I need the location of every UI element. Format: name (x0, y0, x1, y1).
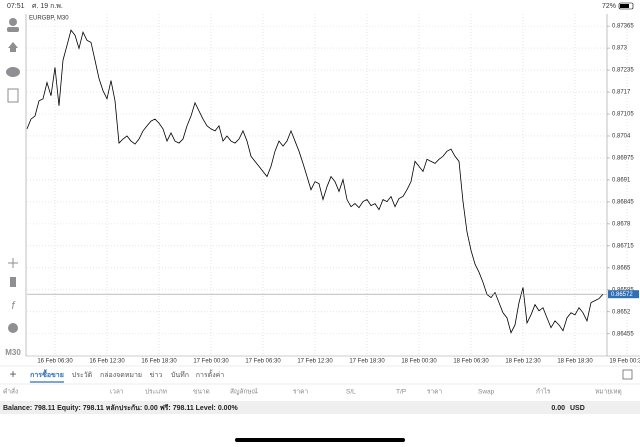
status-time: 07:51 (7, 3, 25, 10)
tab[interactable]: การตั้งค่า (196, 368, 225, 379)
y-tick-label: 0.873 (612, 46, 628, 52)
y-tick-label: 0.86845 (612, 199, 634, 205)
x-tick-label: 19 Feb 00:30 (609, 359, 640, 365)
trade-icon[interactable] (8, 42, 18, 52)
expand-icon[interactable] (622, 369, 633, 380)
tab[interactable]: บันทึก (171, 370, 189, 379)
y-tick-label: 0.8717 (612, 90, 631, 96)
y-tick-label: 0.8704 (612, 134, 631, 140)
y-tick-label: 0.87365 (612, 24, 634, 30)
y-tick-label: 0.86975 (612, 156, 634, 162)
left-toolbar: f M30 (5, 18, 21, 357)
current-price-box (608, 290, 639, 299)
column-header: ขนาด (193, 389, 210, 396)
column-header: ประเภท (145, 389, 167, 396)
objects-icon[interactable] (8, 323, 18, 333)
y-tick-label: 0.87105 (612, 112, 634, 118)
y-tick-label: 0.8652 (612, 309, 631, 315)
chat-icon[interactable] (6, 67, 20, 77)
battery-level (620, 4, 629, 8)
column-header: S/L (346, 389, 356, 396)
current-price-label: 0.86572 (611, 292, 633, 298)
column-header: กำไร (536, 388, 551, 396)
tab[interactable]: การซื้อขาย (30, 368, 64, 379)
x-tick-label: 17 Feb 00:30 (193, 359, 229, 365)
tabs: การซื้อขาย ประวัติ กล่องจดหมาย ข่าว บันทึก กา… (30, 368, 225, 383)
x-tick-label: 18 Feb 00:30 (401, 359, 437, 365)
tab[interactable]: กล่องจดหมาย (100, 372, 142, 379)
summary-text: Balance: 798.11 Equity: 798.11 หลักประกั… (3, 404, 238, 412)
summary-profit: 0.00 (551, 405, 565, 412)
timeframe-button[interactable]: M30 (5, 348, 21, 357)
column-header: ราคา (427, 389, 442, 396)
y-tick-label: 0.8665 (612, 265, 631, 271)
column-header: คำสั่ง (3, 387, 18, 396)
table-header: คำสั่ง เวลา ประเภท ขนาด สัญลักษณ์ ราคา S/L T/P ร… (3, 387, 622, 396)
column-header: Swap (478, 389, 495, 396)
status-date: ศ. 19 ก.พ. (32, 3, 63, 10)
x-tick-label: 17 Feb 06:30 (245, 359, 281, 365)
add-button[interactable]: + (9, 367, 16, 381)
column-header: ราคา (293, 389, 308, 396)
y-tick-label: 0.87235 (612, 68, 634, 74)
x-tick-label: 16 Feb 12:30 (89, 359, 125, 365)
tab[interactable]: ประวัติ (72, 371, 93, 379)
column-header: หมายเหตุ (595, 389, 622, 396)
column-header: สัญลักษณ์ (230, 388, 258, 396)
status-battery: 72% (602, 3, 616, 10)
new-icon[interactable] (7, 88, 19, 103)
indicator-icon[interactable]: f (11, 300, 15, 312)
y-tick-label: 0.86455 (612, 331, 634, 337)
battery-icon (618, 2, 634, 10)
crosshair-icon[interactable] (8, 258, 18, 268)
x-tick-label: 18 Feb 12:30 (505, 359, 541, 365)
y-tick-label: 0.8691 (612, 178, 631, 184)
summary-currency: USD (570, 405, 585, 412)
account-icon-body (7, 27, 19, 32)
column-header: T/P (396, 389, 406, 396)
home-indicator (235, 438, 405, 442)
x-tick-label: 17 Feb 18:30 (349, 359, 385, 365)
column-header: เวลา (110, 389, 124, 396)
plot: 0.864550.86520.865850.86650.867150.86780… (26, 14, 640, 365)
x-tick-label: 18 Feb 18:30 (557, 359, 593, 365)
y-tick-label: 0.86715 (612, 243, 634, 249)
chart-title: EURGBP, M30 (29, 16, 69, 22)
account-icon[interactable] (9, 18, 17, 26)
summary-bar (0, 401, 640, 414)
price-line (26, 29, 604, 334)
x-tick-label: 16 Feb 18:30 (141, 359, 177, 365)
y-tick-label: 0.8678 (612, 221, 631, 227)
candles-icon[interactable] (10, 277, 16, 287)
x-tick-label: 17 Feb 12:30 (297, 359, 333, 365)
x-tick-label: 18 Feb 06:30 (453, 359, 489, 365)
tab[interactable]: ข่าว (150, 372, 163, 379)
x-tick-label: 16 Feb 06:30 (37, 359, 73, 365)
